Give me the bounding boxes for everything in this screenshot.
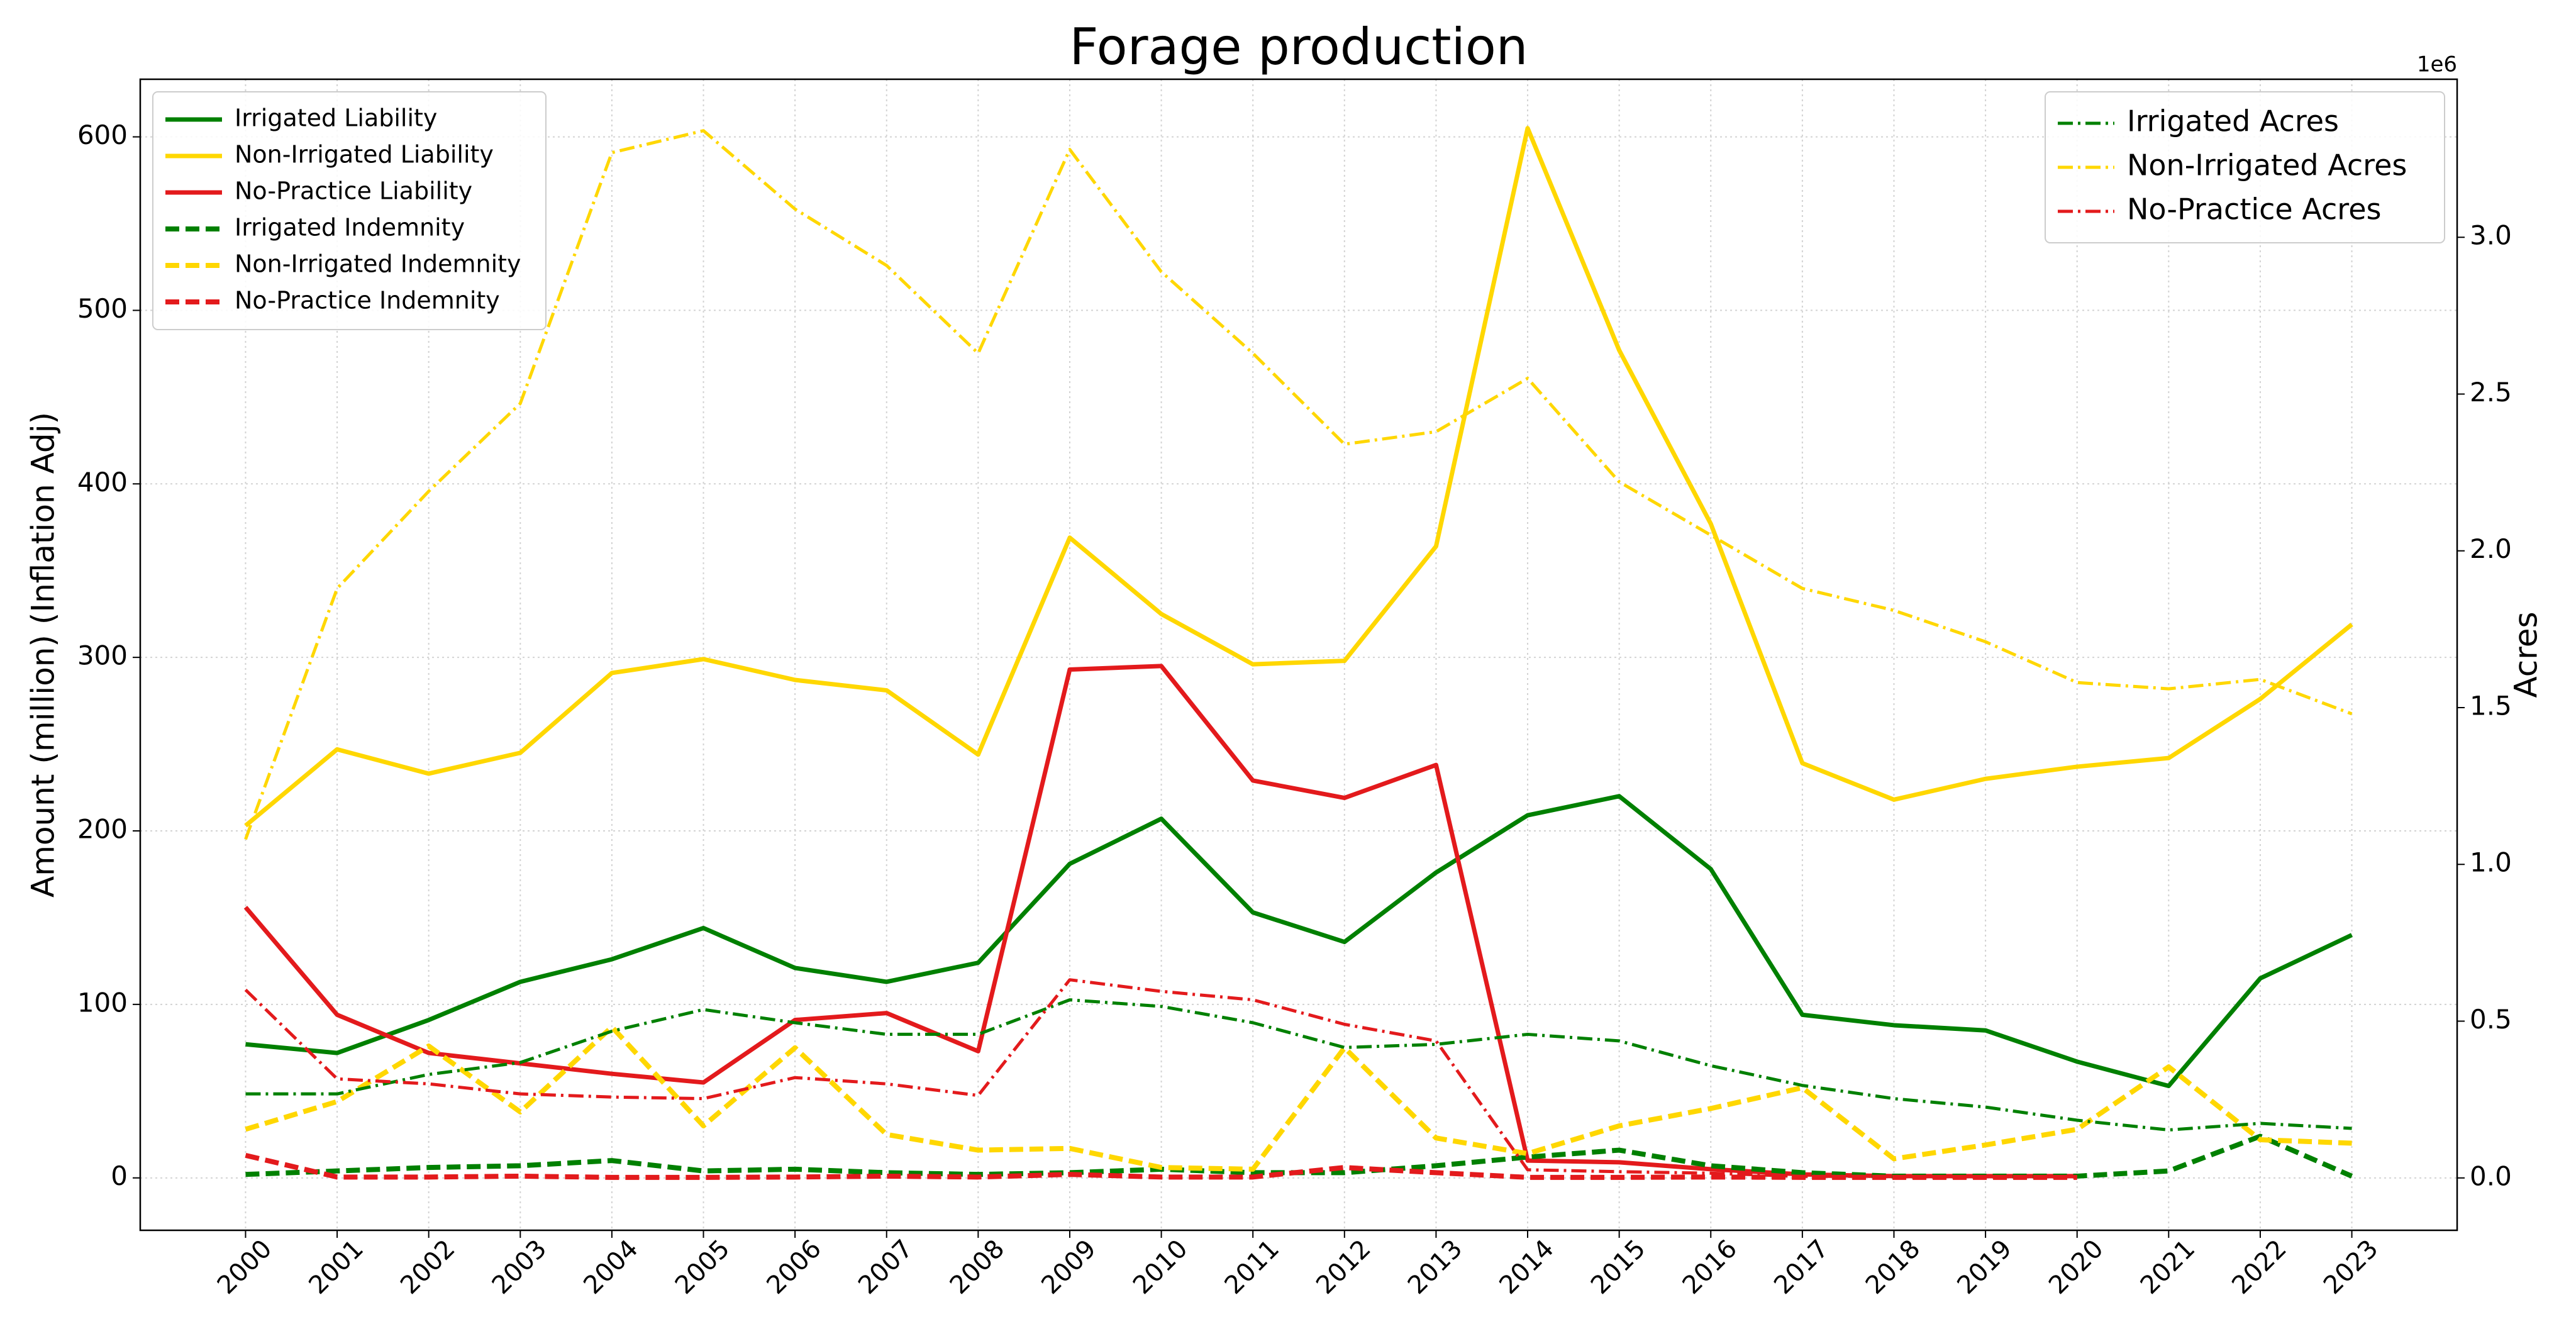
plot-frame bbox=[139, 78, 2458, 1232]
series-line bbox=[244, 129, 2353, 840]
y-tick-label: 500 bbox=[77, 293, 128, 324]
y-tick-label: 300 bbox=[77, 640, 128, 671]
series-line bbox=[245, 794, 2353, 1088]
y-tick-label: 100 bbox=[77, 987, 128, 1018]
legend-label: Non-Irrigated Acres bbox=[2127, 148, 2407, 182]
legend-box bbox=[152, 91, 547, 330]
legend-label: Irrigated Acres bbox=[2127, 104, 2339, 138]
y2-tick-label: 0.5 bbox=[2470, 1004, 2512, 1035]
y-tick-label: 600 bbox=[77, 120, 128, 150]
series-line bbox=[244, 126, 2353, 828]
chart-title: Forage production bbox=[1069, 18, 1528, 76]
y2-tick-label: 1.0 bbox=[2470, 847, 2512, 878]
y2-tick-label: 1.5 bbox=[2470, 690, 2512, 721]
y2-axis-label: Acres bbox=[2508, 611, 2545, 698]
legend-label: Irrigated Indemnity bbox=[235, 214, 465, 242]
y2-tick-label: 0.0 bbox=[2470, 1160, 2512, 1191]
y-tick-label: 0 bbox=[111, 1160, 128, 1191]
legend-box bbox=[2045, 91, 2445, 243]
legend-label: No-Practice Liability bbox=[235, 177, 472, 205]
legend-label: No-Practice Indemnity bbox=[235, 287, 500, 314]
y-tick-label: 200 bbox=[77, 813, 128, 844]
legend-label: Non-Irrigated Indemnity bbox=[235, 250, 521, 278]
y2-tick-label: 3.0 bbox=[2470, 220, 2512, 251]
y2-offset-label: 1e6 bbox=[2417, 52, 2457, 77]
y-tick-label: 400 bbox=[77, 467, 128, 498]
legend-label: Irrigated Liability bbox=[235, 104, 437, 132]
y2-tick-label: 2.5 bbox=[2470, 377, 2512, 408]
legend-label: No-Practice Acres bbox=[2127, 192, 2381, 226]
y-axis-label: Amount (million) (Inflation Adj) bbox=[25, 412, 62, 898]
legend-label: Non-Irrigated Liability bbox=[235, 141, 494, 169]
series-line bbox=[245, 1152, 2077, 1180]
y2-tick-label: 2.0 bbox=[2470, 533, 2512, 564]
series-line bbox=[244, 978, 2077, 1179]
